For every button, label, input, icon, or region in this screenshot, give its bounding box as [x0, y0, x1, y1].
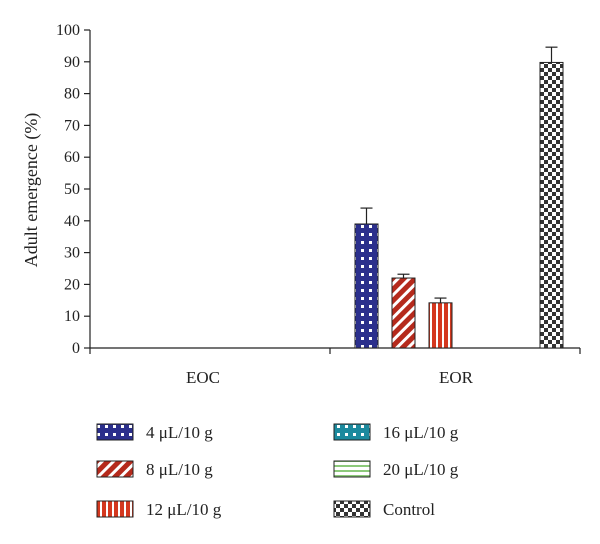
y-axis-label: Adult emergence (%) [21, 113, 42, 268]
y-tick-label: 60 [64, 149, 80, 166]
legend: 4 μL/10 g 8 μL/10 g 12 μL/10 g 16 μL/10 g 20… [96, 423, 459, 519]
y-axis-ticks: 0 10 20 30 40 50 60 70 80 90 100 [56, 22, 91, 357]
y-tick-label: 90 [64, 54, 80, 71]
x-tick-label: EOR [439, 368, 474, 387]
legend-label: Control [383, 500, 435, 519]
legend-swatch [96, 500, 134, 518]
x-axis: EOC EOR [89, 347, 581, 387]
legend-label: 16 μL/10 g [383, 423, 459, 442]
y-tick-label: 80 [64, 86, 80, 103]
legend-swatch [333, 500, 371, 518]
bar-eor-series-6 [539, 61, 564, 349]
y-tick-label: 40 [64, 213, 80, 230]
y-tick-label: 70 [64, 117, 80, 134]
bar-eor-series-2 [391, 277, 416, 349]
legend-swatch [333, 460, 371, 478]
legend-swatch [96, 460, 134, 478]
y-tick-label: 50 [64, 181, 80, 198]
y-tick-label: 100 [56, 22, 80, 39]
bar-eor-series-3 [428, 302, 453, 349]
legend-swatch [333, 423, 371, 441]
bars [354, 46, 564, 349]
bar-eor-series-1 [354, 223, 379, 349]
y-tick-label: 20 [64, 276, 80, 293]
y-tick-label: 0 [72, 340, 80, 357]
y-tick-label: 30 [64, 245, 80, 262]
legend-swatch [96, 423, 134, 441]
legend-label: 4 μL/10 g [146, 423, 213, 442]
legend-label: 20 μL/10 g [383, 460, 459, 479]
legend-label: 12 μL/10 g [146, 500, 222, 519]
y-tick-label: 10 [64, 308, 80, 325]
x-tick-label: EOC [186, 368, 220, 387]
legend-label: 8 μL/10 g [146, 460, 213, 479]
